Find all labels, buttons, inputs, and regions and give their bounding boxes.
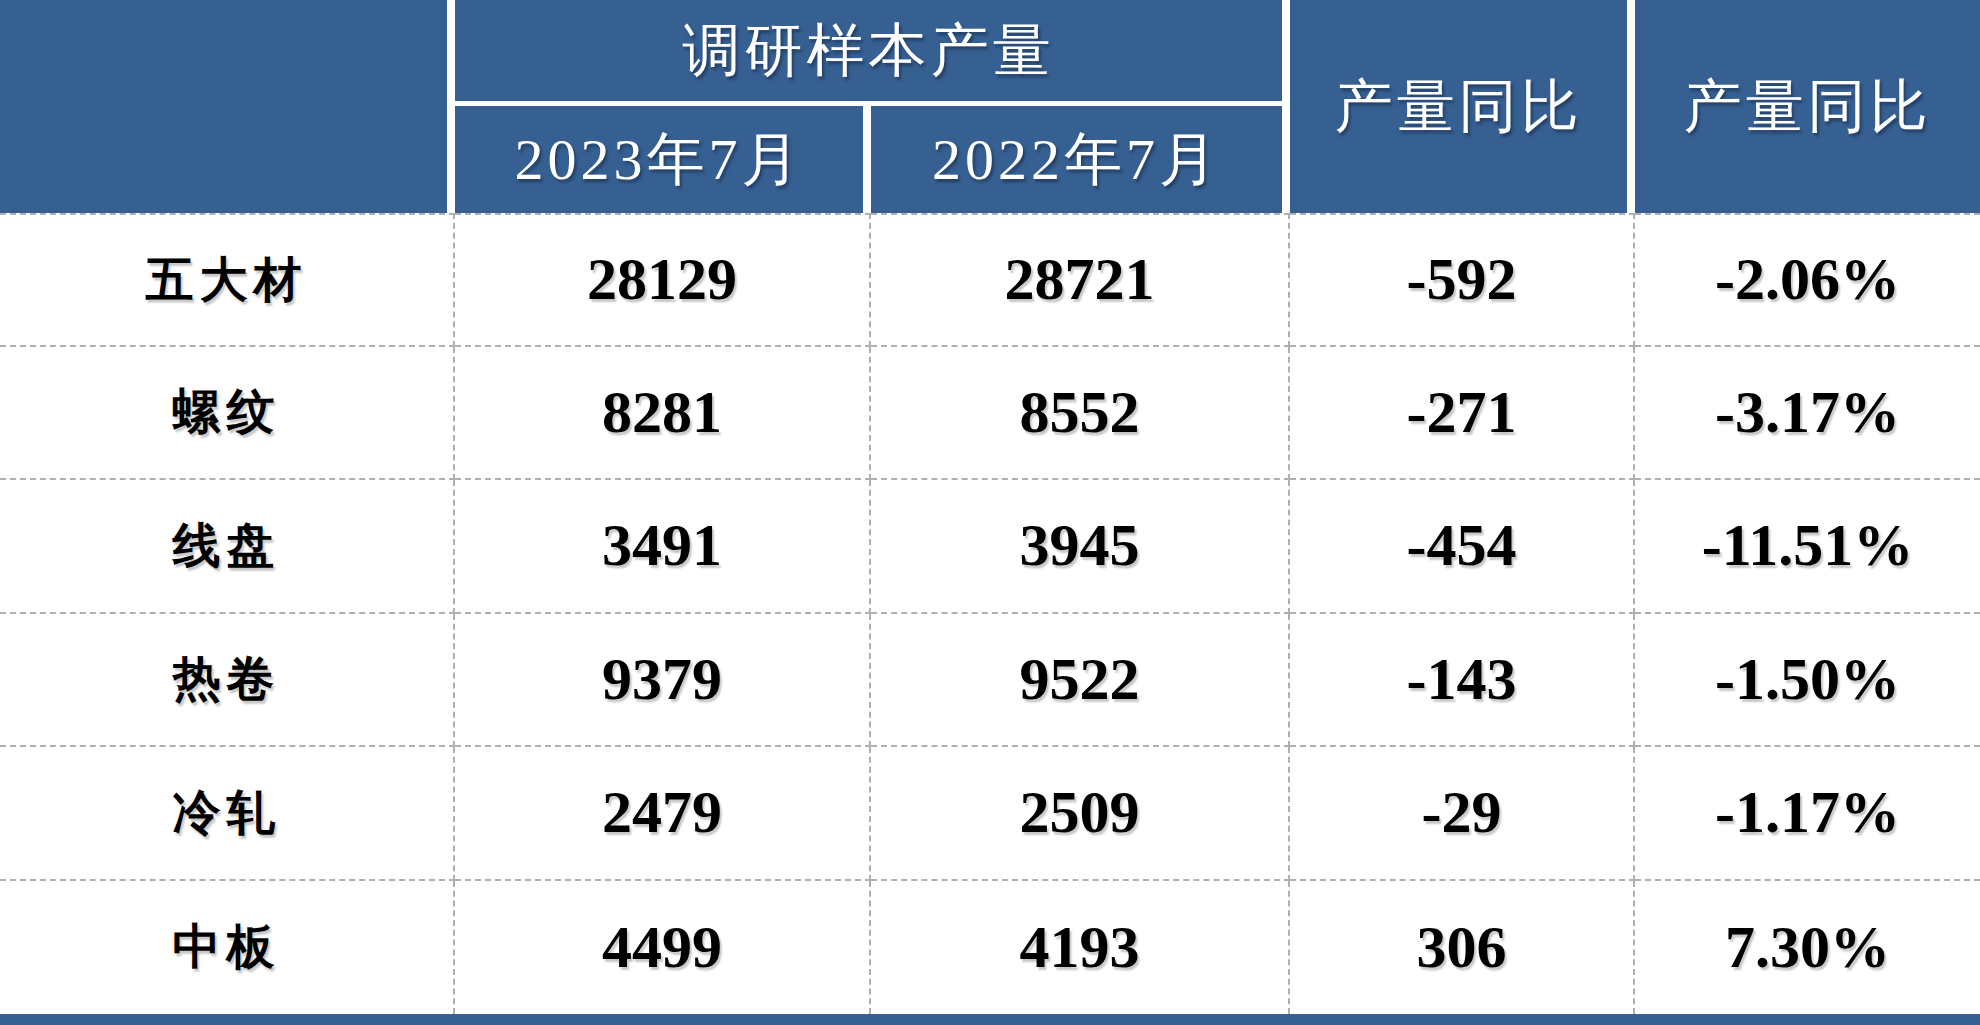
footer-accent-bar [0,1014,1980,1025]
yoy-pct-cell: -1.17% [1635,747,1980,881]
value-2023-cell: 8281 [455,347,871,481]
product-label-cell: 中板 [0,881,455,1015]
yoy-diff-cell: 306 [1290,881,1635,1015]
value-2022-cell: 9522 [871,614,1290,748]
value-2022-cell: 8552 [871,347,1290,481]
header-yoy-pct-column: 产量同比 [1635,0,1980,213]
yoy-diff-cell: -271 [1290,347,1635,481]
value-2023-cell: 4499 [455,881,871,1015]
value-2022-cell: 4193 [871,881,1290,1015]
product-label-cell: 热卷 [0,614,455,748]
value-2022-cell: 2509 [871,747,1290,881]
product-label-cell: 线盘 [0,480,455,614]
header-survey-production-group: 调研样本产量 [455,0,1290,106]
header-empty-cell [0,0,455,213]
product-label-cell: 螺纹 [0,347,455,481]
yoy-pct-cell: 7.30% [1635,881,1980,1015]
production-table: 调研样本产量 2023年7月 2022年7月 产量同比 产量同比 五大材 281… [0,0,1980,1025]
header-2023-07-column: 2023年7月 [455,106,871,213]
yoy-pct-cell: -1.50% [1635,614,1980,748]
yoy-diff-cell: -29 [1290,747,1635,881]
header-2022-07-column: 2022年7月 [871,106,1290,213]
yoy-pct-cell: -2.06% [1635,213,1980,347]
yoy-pct-cell: -3.17% [1635,347,1980,481]
value-2023-cell: 28129 [455,213,871,347]
value-2023-cell: 9379 [455,614,871,748]
product-label-cell: 五大材 [0,213,455,347]
value-2022-cell: 3945 [871,480,1290,614]
yoy-diff-cell: -592 [1290,213,1635,347]
value-2022-cell: 28721 [871,213,1290,347]
yoy-diff-cell: -454 [1290,480,1635,614]
yoy-pct-cell: -11.51% [1635,480,1980,614]
header-yoy-diff-column: 产量同比 [1290,0,1635,213]
yoy-diff-cell: -143 [1290,614,1635,748]
value-2023-cell: 3491 [455,480,871,614]
product-label-cell: 冷轧 [0,747,455,881]
value-2023-cell: 2479 [455,747,871,881]
